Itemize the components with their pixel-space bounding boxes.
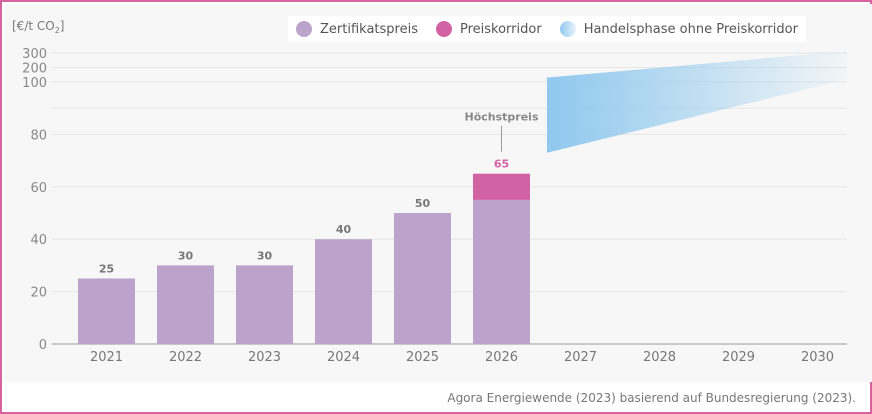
data-label: 30	[178, 249, 194, 262]
bar-zertifikatspreis	[236, 265, 293, 344]
y-tick-label: 300	[22, 47, 47, 62]
x-tick-label: 2024	[327, 350, 360, 365]
x-tick-label: 2022	[169, 350, 202, 365]
x-tick-label: 2029	[722, 350, 755, 365]
legend-swatch	[296, 21, 312, 37]
source-note: Agora Energiewende (2023) basierend auf …	[447, 391, 856, 405]
data-label: 40	[336, 223, 352, 236]
x-tick-label: 2026	[485, 350, 518, 365]
legend: Zertifikatspreis Preiskorridor Handelsph…	[288, 16, 806, 42]
bar-zertifikatspreis	[473, 199, 530, 344]
x-tick-label: 2021	[90, 350, 123, 365]
price-range-wedge	[547, 51, 847, 153]
bar-zertifikatspreis	[315, 239, 372, 344]
x-tick-label: 2027	[564, 350, 597, 365]
y-tick-label: 20	[30, 286, 47, 301]
x-tick-label: 2030	[801, 350, 834, 365]
legend-item: Preiskorridor	[435, 21, 542, 37]
x-tick-label: 2028	[643, 350, 676, 365]
legend-label: Zertifikatspreis	[320, 21, 418, 37]
legend-label: Preiskorridor	[459, 21, 542, 37]
bar-zertifikatspreis	[157, 265, 214, 344]
x-tick-label: 2025	[406, 350, 439, 365]
legend-item: Handelsphase ohne Preiskorridor	[559, 21, 798, 37]
y-tick-label: 60	[30, 181, 47, 196]
y-axis-label: [€/t CO2]	[12, 19, 64, 35]
bar-zertifikatspreis	[78, 278, 135, 344]
y-tick-label: 200	[22, 62, 47, 77]
legend-item: Zertifikatspreis	[296, 21, 418, 37]
legend-swatch	[559, 21, 576, 37]
y-tick-label: 0	[39, 338, 47, 353]
y-tick-label: 40	[30, 233, 47, 248]
annotation-label: Höchstpreis	[465, 111, 539, 124]
plot-area: [€/t CO2] 0 20 40 60 80 100 200 300 2021 25 2022 30 2…	[4, 4, 872, 382]
data-label: 50	[415, 197, 431, 210]
bar-zertifikatspreis	[394, 213, 451, 344]
data-label: 30	[257, 249, 273, 262]
y-tick-label: 80	[30, 128, 47, 143]
data-label: 25	[99, 263, 114, 276]
legend-swatch	[435, 21, 452, 37]
legend-label: Handelsphase ohne Preiskorridor	[583, 21, 798, 37]
bar-preiskorridor	[473, 173, 530, 200]
y-tick-label: 100	[22, 76, 47, 91]
x-tick-label: 2023	[248, 350, 281, 365]
data-label: 65	[494, 158, 509, 171]
